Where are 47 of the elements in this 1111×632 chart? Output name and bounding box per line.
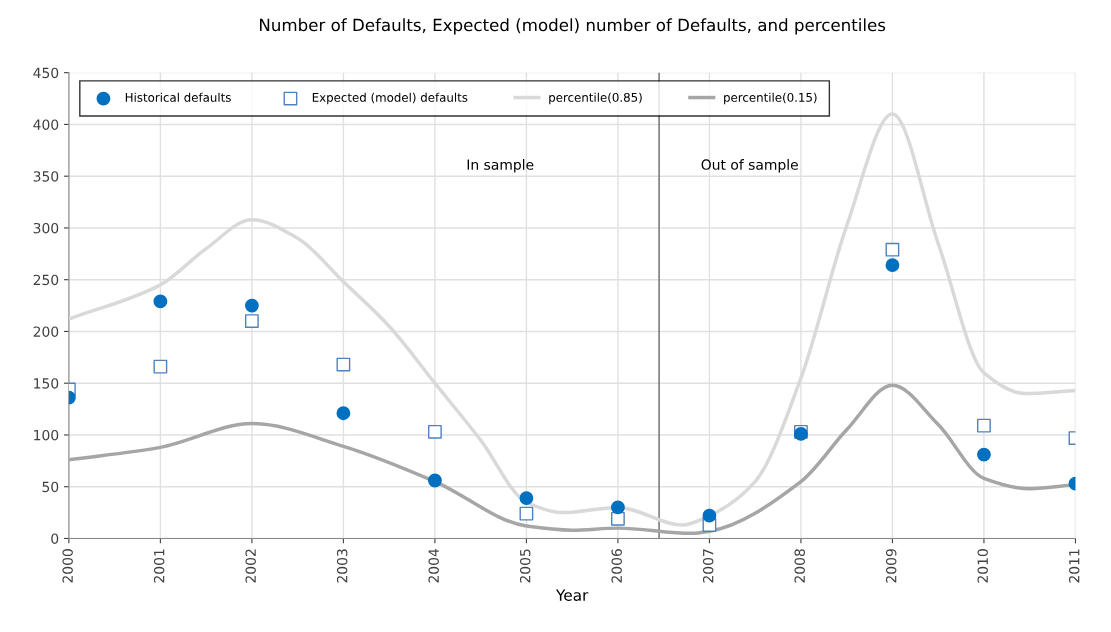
y-tick-label: 150	[34, 378, 59, 389]
point	[427, 473, 442, 488]
point	[885, 258, 900, 273]
y-tick-label: 450	[33, 67, 59, 79]
point	[244, 298, 259, 313]
x-tick-label: 2003	[336, 549, 348, 583]
x-tick-label: 2005	[519, 549, 531, 583]
y-tick-label: 50	[42, 481, 59, 493]
x-tick-label: 2006	[611, 549, 622, 583]
y-tick-label: 250	[33, 274, 59, 286]
point	[336, 357, 351, 372]
point	[611, 500, 625, 515]
annotation: Out of sample	[701, 159, 798, 173]
legend-label: percentile(0.85)	[549, 92, 642, 105]
x-tick-label: 2011	[1068, 549, 1080, 583]
y-tick-label: 200	[33, 326, 59, 337]
point	[336, 406, 351, 421]
point	[611, 511, 625, 526]
x-tick-label: 2002	[245, 549, 256, 583]
x-tick-label: 2004	[428, 548, 439, 583]
y-tick-label: 300	[33, 222, 59, 234]
chart-title: Number of Defaults, Expected (model) number of Defaults, and percentiles	[260, 18, 886, 35]
x-tick-label: 2001	[153, 549, 165, 583]
point	[977, 447, 991, 462]
y-tick-label: 0	[51, 533, 59, 544]
legend-label: percentile(0.15)	[724, 92, 817, 105]
x-tick-label: 2010	[977, 549, 988, 583]
x-tick-label: 2007	[702, 549, 714, 583]
point	[885, 242, 900, 257]
point	[977, 418, 991, 433]
x-tick-label: 2009	[885, 549, 897, 583]
y-tick-label: 350	[33, 171, 59, 182]
point	[153, 294, 168, 309]
legend-label: Expected (model) defaults	[312, 92, 468, 105]
point	[244, 314, 259, 329]
point	[702, 508, 717, 523]
point	[153, 359, 168, 374]
y-tick-label: 100	[34, 429, 59, 441]
x-tick-label: 2008	[794, 549, 805, 583]
legend-label: Historical defaults	[125, 92, 231, 102]
x-tick-label: 2000	[62, 549, 73, 583]
point	[427, 424, 442, 439]
point	[519, 491, 534, 506]
x-axis-title: Year	[555, 589, 589, 601]
annotation: In sample	[467, 159, 534, 173]
point	[519, 506, 534, 521]
y-tick-label: 400	[33, 119, 59, 130]
